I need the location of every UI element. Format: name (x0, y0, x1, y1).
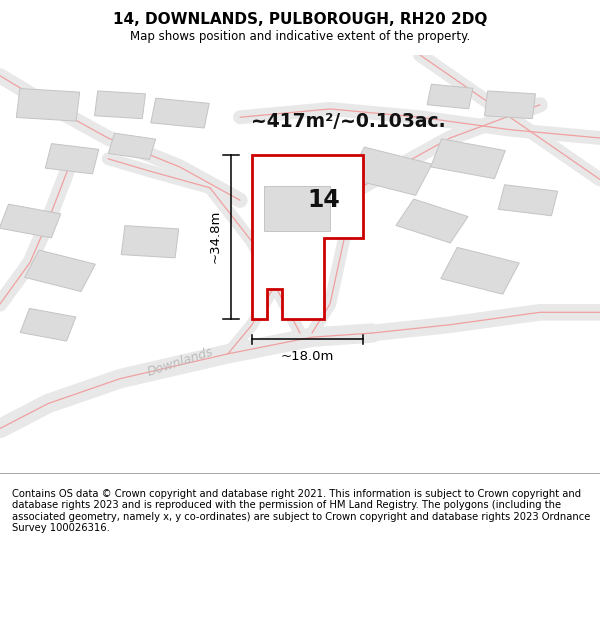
Text: Downlands: Downlands (145, 345, 215, 379)
Polygon shape (151, 98, 209, 128)
Polygon shape (348, 147, 432, 196)
Text: ~417m²/~0.103ac.: ~417m²/~0.103ac. (251, 112, 445, 131)
Polygon shape (431, 139, 505, 179)
Polygon shape (485, 91, 535, 119)
Polygon shape (427, 84, 473, 109)
Text: 14, DOWNLANDS, PULBOROUGH, RH20 2DQ: 14, DOWNLANDS, PULBOROUGH, RH20 2DQ (113, 12, 487, 27)
Text: ~34.8m: ~34.8m (209, 210, 222, 263)
Polygon shape (396, 199, 468, 243)
Polygon shape (441, 248, 519, 294)
Polygon shape (25, 250, 95, 291)
Polygon shape (264, 186, 330, 231)
Polygon shape (20, 308, 76, 341)
Text: 14: 14 (308, 188, 340, 213)
Polygon shape (0, 204, 61, 238)
Text: ~18.0m: ~18.0m (281, 349, 334, 362)
Polygon shape (498, 185, 558, 216)
Polygon shape (121, 226, 179, 258)
Polygon shape (16, 89, 80, 121)
Polygon shape (252, 154, 363, 319)
Polygon shape (109, 133, 155, 159)
Polygon shape (95, 91, 145, 119)
Text: Contains OS data © Crown copyright and database right 2021. This information is : Contains OS data © Crown copyright and d… (12, 489, 590, 533)
Polygon shape (45, 144, 99, 174)
Text: Map shows position and indicative extent of the property.: Map shows position and indicative extent… (130, 30, 470, 43)
